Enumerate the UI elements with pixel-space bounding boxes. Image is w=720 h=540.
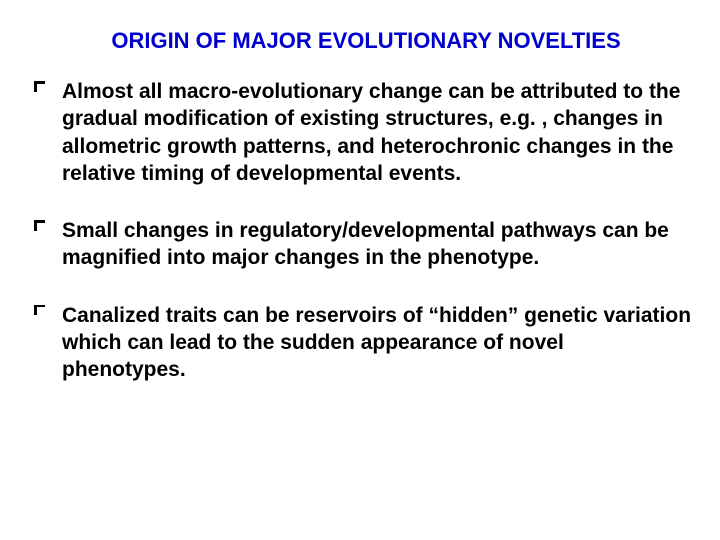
slide-title: ORIGIN OF MAJOR EVOLUTIONARY NOVELTIES: [20, 28, 692, 54]
bullet-icon: [34, 305, 46, 317]
bullet-text: Canalized traits can be reservoirs of “h…: [62, 304, 691, 382]
bullet-list: Almost all macro-evolutionary change can…: [20, 78, 692, 384]
list-item: Almost all macro-evolutionary change can…: [34, 78, 692, 187]
bullet-icon: [34, 81, 46, 93]
list-item: Canalized traits can be reservoirs of “h…: [34, 302, 692, 384]
bullet-text: Almost all macro-evolutionary change can…: [62, 80, 680, 185]
bullet-icon: [34, 220, 46, 232]
list-item: Small changes in regulatory/developmenta…: [34, 217, 692, 272]
bullet-text: Small changes in regulatory/developmenta…: [62, 219, 669, 269]
